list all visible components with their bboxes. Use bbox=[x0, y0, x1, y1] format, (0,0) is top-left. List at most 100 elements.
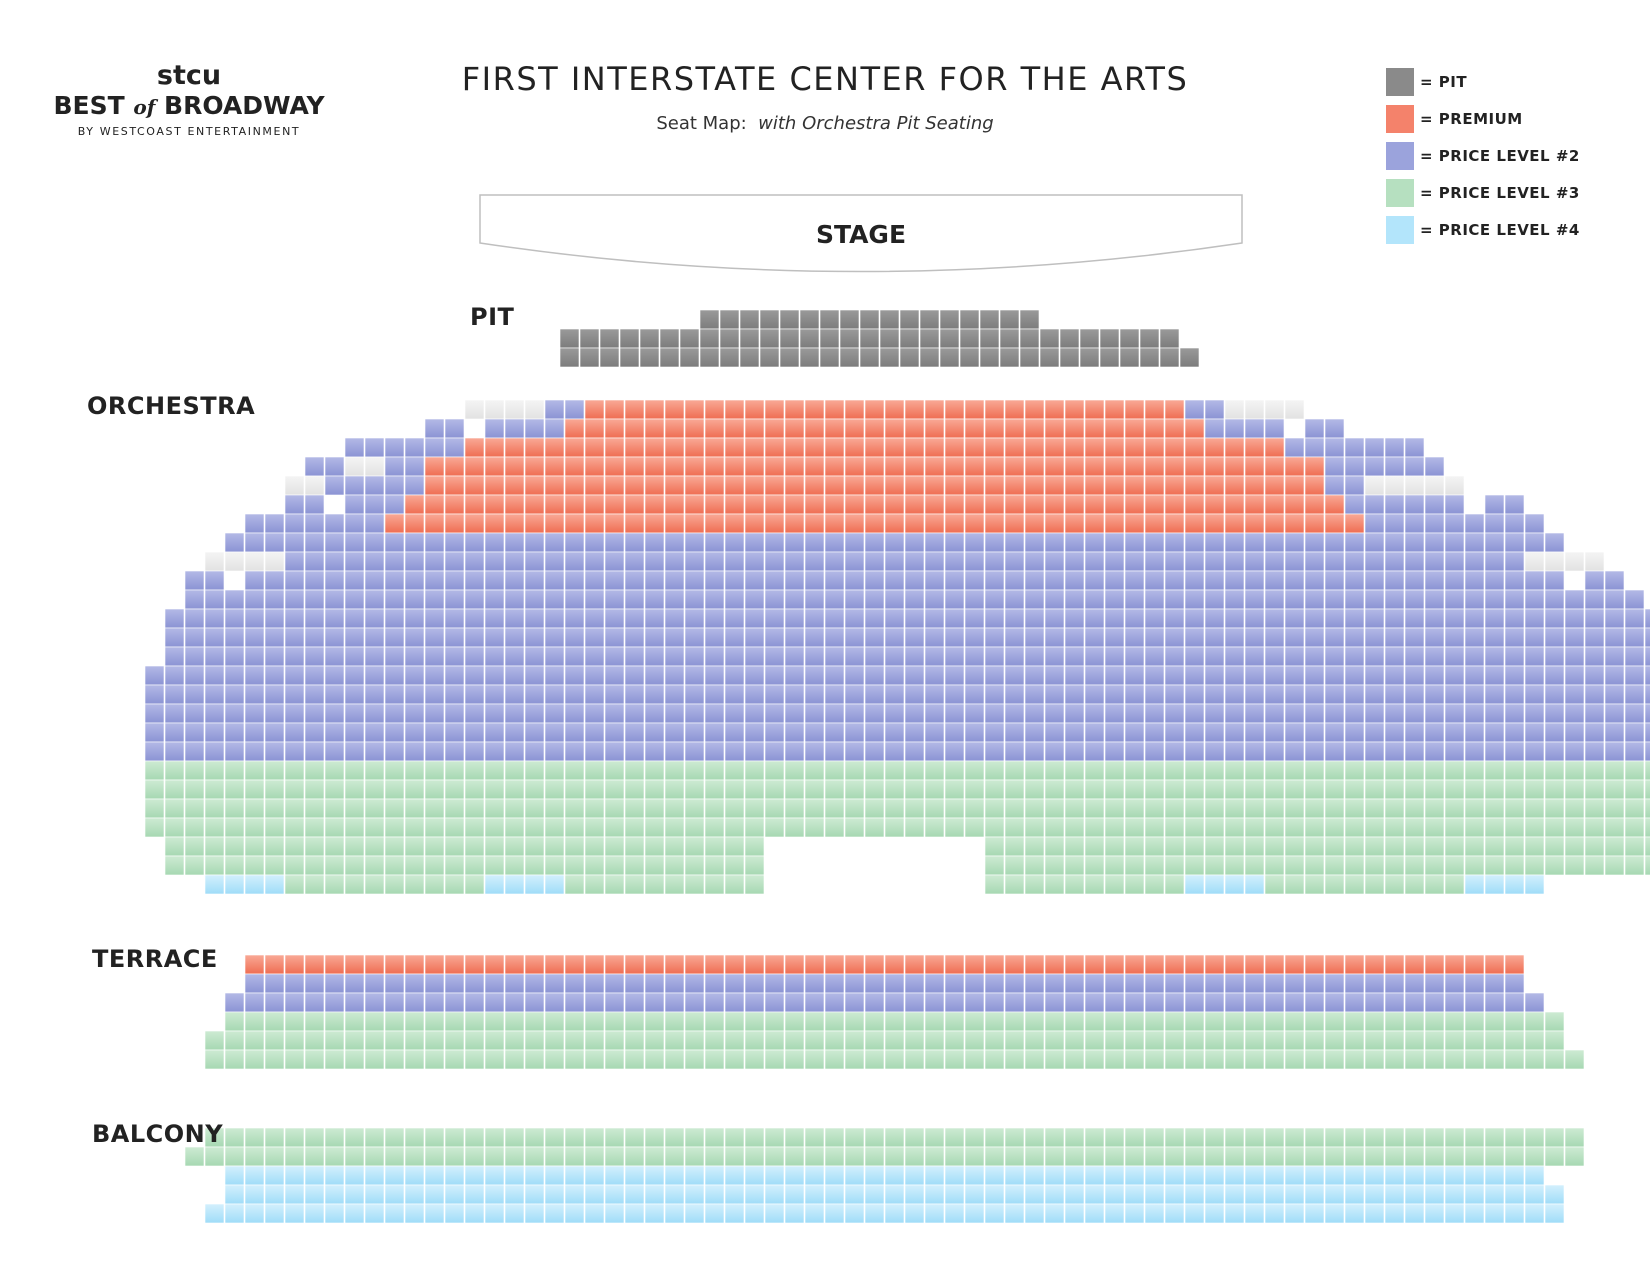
level2-seat[interactable] bbox=[1304, 703, 1325, 724]
level2-seat[interactable] bbox=[1304, 418, 1325, 439]
level3-seat[interactable] bbox=[1444, 1049, 1465, 1070]
level3-seat[interactable] bbox=[424, 1030, 445, 1051]
level2-seat[interactable] bbox=[1224, 646, 1245, 667]
level4-seat[interactable] bbox=[1184, 1184, 1205, 1205]
level3-seat[interactable] bbox=[624, 798, 645, 819]
premium-seat[interactable] bbox=[524, 437, 545, 458]
premium-seat[interactable] bbox=[924, 437, 945, 458]
premium-seat[interactable] bbox=[844, 399, 865, 420]
level2-seat[interactable] bbox=[1404, 627, 1425, 648]
level4-seat[interactable] bbox=[224, 1165, 245, 1186]
level3-seat[interactable] bbox=[724, 855, 745, 876]
level2-seat[interactable] bbox=[384, 627, 405, 648]
level2-seat[interactable] bbox=[944, 741, 965, 762]
level3-seat[interactable] bbox=[584, 874, 605, 895]
level3-seat[interactable] bbox=[264, 836, 285, 857]
premium-seat[interactable] bbox=[504, 437, 525, 458]
level2-seat[interactable] bbox=[1324, 532, 1345, 553]
level2-seat[interactable] bbox=[564, 665, 585, 686]
level2-seat[interactable] bbox=[1244, 570, 1265, 591]
level2-seat[interactable] bbox=[984, 973, 1005, 994]
level3-seat[interactable] bbox=[1184, 760, 1205, 781]
pit-seat[interactable] bbox=[839, 347, 860, 368]
level2-seat[interactable] bbox=[604, 608, 625, 629]
level2-seat[interactable] bbox=[1504, 551, 1525, 572]
premium-seat[interactable] bbox=[1184, 475, 1205, 496]
level2-seat[interactable] bbox=[1464, 703, 1485, 724]
level3-seat[interactable] bbox=[1524, 817, 1545, 838]
level3-seat[interactable] bbox=[1004, 1030, 1025, 1051]
level3-seat[interactable] bbox=[764, 1127, 785, 1148]
level2-seat[interactable] bbox=[744, 684, 765, 705]
level2-seat[interactable] bbox=[1464, 992, 1485, 1013]
level3-seat[interactable] bbox=[544, 798, 565, 819]
level4-seat[interactable] bbox=[504, 1165, 525, 1186]
pit-seat[interactable] bbox=[719, 347, 740, 368]
premium-seat[interactable] bbox=[1124, 418, 1145, 439]
level2-seat[interactable] bbox=[1124, 551, 1145, 572]
level2-seat[interactable] bbox=[1024, 589, 1045, 610]
premium-seat[interactable] bbox=[964, 954, 985, 975]
premium-seat[interactable] bbox=[844, 418, 865, 439]
level3-seat[interactable] bbox=[584, 1146, 605, 1167]
level3-seat[interactable] bbox=[164, 798, 185, 819]
level2-seat[interactable] bbox=[464, 551, 485, 572]
level3-seat[interactable] bbox=[1404, 1146, 1425, 1167]
level3-seat[interactable] bbox=[404, 855, 425, 876]
level4-seat[interactable] bbox=[344, 1184, 365, 1205]
level2-seat[interactable] bbox=[1404, 456, 1425, 477]
level2-seat[interactable] bbox=[1344, 589, 1365, 610]
level3-seat[interactable] bbox=[464, 760, 485, 781]
level2-seat[interactable] bbox=[344, 646, 365, 667]
level2-seat[interactable] bbox=[564, 722, 585, 743]
level2-seat[interactable] bbox=[684, 608, 705, 629]
level4-seat[interactable] bbox=[664, 1165, 685, 1186]
level2-seat[interactable] bbox=[1464, 646, 1485, 667]
premium-seat[interactable] bbox=[1444, 954, 1465, 975]
premium-seat[interactable] bbox=[1244, 475, 1265, 496]
level2-seat[interactable] bbox=[764, 570, 785, 591]
level2-seat[interactable] bbox=[1164, 665, 1185, 686]
level3-seat[interactable] bbox=[944, 1011, 965, 1032]
pit-seat[interactable] bbox=[799, 309, 820, 330]
level2-seat[interactable] bbox=[1184, 589, 1205, 610]
level3-seat[interactable] bbox=[744, 779, 765, 800]
premium-seat[interactable] bbox=[504, 456, 525, 477]
premium-seat[interactable] bbox=[704, 418, 725, 439]
level3-seat[interactable] bbox=[964, 779, 985, 800]
premium-seat[interactable] bbox=[664, 399, 685, 420]
level2-seat[interactable] bbox=[164, 684, 185, 705]
level3-seat[interactable] bbox=[404, 798, 425, 819]
level3-seat[interactable] bbox=[1204, 779, 1225, 800]
level2-seat[interactable] bbox=[824, 570, 845, 591]
level4-seat[interactable] bbox=[1204, 1165, 1225, 1186]
level2-seat[interactable] bbox=[1484, 722, 1505, 743]
level2-seat[interactable] bbox=[904, 646, 925, 667]
level2-seat[interactable] bbox=[484, 741, 505, 762]
premium-seat[interactable] bbox=[1084, 399, 1105, 420]
level2-seat[interactable] bbox=[1144, 703, 1165, 724]
premium-seat[interactable] bbox=[544, 513, 565, 534]
level2-seat[interactable] bbox=[1304, 532, 1325, 553]
level2-seat[interactable] bbox=[1364, 494, 1385, 515]
level3-seat[interactable] bbox=[1424, 1049, 1445, 1070]
level2-seat[interactable] bbox=[924, 627, 945, 648]
premium-seat[interactable] bbox=[884, 437, 905, 458]
level3-seat[interactable] bbox=[1484, 817, 1505, 838]
level3-seat[interactable] bbox=[224, 779, 245, 800]
level2-seat[interactable] bbox=[364, 589, 385, 610]
pit-seat[interactable] bbox=[799, 347, 820, 368]
level2-seat[interactable] bbox=[984, 589, 1005, 610]
level2-seat[interactable] bbox=[1324, 646, 1345, 667]
level2-seat[interactable] bbox=[1204, 973, 1225, 994]
level3-seat[interactable] bbox=[964, 1127, 985, 1148]
level3-seat[interactable] bbox=[1344, 874, 1365, 895]
premium-seat[interactable] bbox=[1284, 456, 1305, 477]
level2-seat[interactable] bbox=[604, 741, 625, 762]
level2-seat[interactable] bbox=[664, 627, 685, 648]
level3-seat[interactable] bbox=[1384, 1127, 1405, 1148]
premium-seat[interactable] bbox=[804, 954, 825, 975]
premium-seat[interactable] bbox=[644, 399, 665, 420]
premium-seat[interactable] bbox=[724, 456, 745, 477]
level2-seat[interactable] bbox=[764, 684, 785, 705]
